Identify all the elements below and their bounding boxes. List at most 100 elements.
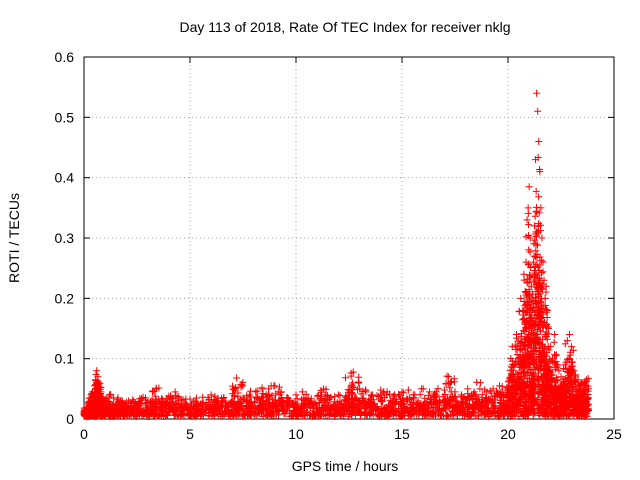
data-point-fill: [349, 390, 357, 398]
data-point: [527, 282, 535, 290]
data-point: [451, 388, 459, 396]
data-point: [574, 376, 582, 384]
data-point-fill: [369, 396, 377, 404]
data-point-fill: [114, 403, 122, 411]
data-point-fill: [570, 374, 578, 382]
data-point-fill: [399, 399, 407, 407]
data-point-fill: [412, 401, 420, 409]
data-point: [101, 397, 109, 405]
data-point-fill: [513, 404, 521, 412]
data-point-fill: [138, 410, 146, 418]
data-point-fill: [125, 412, 133, 420]
data-point-fill: [447, 377, 455, 385]
data-point: [390, 392, 398, 400]
data-point-fill: [583, 412, 591, 420]
data-point-fill: [545, 363, 553, 371]
data-point-fill: [490, 396, 498, 404]
data-point-fill: [229, 409, 237, 417]
data-point-fill: [399, 389, 407, 397]
data-point: [362, 388, 370, 396]
data-point: [555, 367, 563, 375]
data-point-fill: [547, 376, 555, 384]
data-point-fill: [570, 383, 578, 391]
data-point: [500, 391, 508, 399]
data-point-fill: [240, 411, 248, 419]
data-point-fill: [357, 390, 365, 398]
data-point: [538, 234, 546, 242]
data-point-fill: [535, 193, 543, 201]
data-point-fill: [533, 241, 541, 249]
data-point: [97, 388, 105, 396]
data-point: [84, 400, 92, 408]
data-point: [568, 343, 576, 351]
data-point-fill: [434, 406, 442, 414]
data-point-fill: [545, 346, 553, 354]
data-point: [585, 385, 593, 393]
data-point-fill: [485, 413, 493, 421]
x-tick-label: 25: [606, 426, 622, 442]
data-point-fill: [235, 410, 243, 418]
x-tick-label: 20: [500, 426, 516, 442]
data-point: [95, 379, 103, 387]
data-point-fill: [214, 407, 222, 415]
data-point-fill: [234, 389, 242, 397]
y-tick-label: 0.2: [55, 290, 75, 306]
data-point: [110, 400, 118, 408]
data-point: [533, 89, 541, 97]
data-point-fill: [447, 379, 455, 387]
data-point: [271, 382, 279, 390]
data-point: [284, 394, 292, 402]
data-point-fill: [429, 401, 437, 409]
data-point-fill: [272, 406, 280, 414]
data-point: [582, 376, 590, 384]
data-point-fill: [253, 387, 261, 395]
data-point: [245, 391, 253, 399]
data-point: [135, 399, 143, 407]
data-point-fill: [320, 410, 328, 418]
data-point-fill: [268, 412, 276, 420]
data-point-fill: [445, 402, 453, 410]
data-point: [445, 373, 453, 381]
data-point: [532, 156, 540, 164]
data-point-fill: [327, 410, 335, 418]
data-point-fill: [341, 374, 349, 382]
data-point-fill: [584, 406, 592, 414]
data-point-fill: [565, 411, 573, 419]
data-point-fill: [471, 406, 479, 414]
data-point-fill: [373, 407, 381, 415]
data-point: [349, 368, 357, 376]
data-point-fill: [407, 407, 415, 415]
data-point-fill: [385, 402, 393, 410]
data-point-fill: [452, 393, 460, 401]
data-point: [519, 306, 527, 314]
data-point-fill: [278, 396, 286, 404]
data-point: [152, 385, 160, 393]
data-point-fill: [272, 400, 280, 408]
data-point: [305, 397, 313, 405]
data-point-fill: [537, 284, 545, 292]
data-point-fill: [151, 392, 159, 400]
data-point-fill: [172, 401, 180, 409]
data-point-fill: [473, 378, 481, 386]
data-point-fill: [511, 341, 519, 349]
data-point: [114, 394, 122, 402]
data-point-fill: [577, 380, 585, 388]
data-point: [549, 355, 557, 363]
data-point: [320, 385, 328, 393]
data-point: [504, 385, 512, 393]
data-point-fill: [392, 407, 400, 415]
data-point-fill: [259, 403, 267, 411]
data-point-fill: [583, 405, 591, 413]
data-point-fill: [195, 403, 203, 411]
data-point-fill: [571, 371, 579, 379]
data-point-fill: [176, 402, 184, 410]
data-point: [93, 367, 101, 375]
data-point-fill: [426, 407, 434, 415]
data-point-fill: [536, 253, 544, 261]
data-point-fill: [531, 212, 539, 220]
data-point: [576, 385, 584, 393]
data-point-fill: [391, 391, 399, 399]
data-point: [165, 392, 173, 400]
data-point-fill: [552, 351, 560, 359]
data-point-fill: [321, 401, 329, 409]
